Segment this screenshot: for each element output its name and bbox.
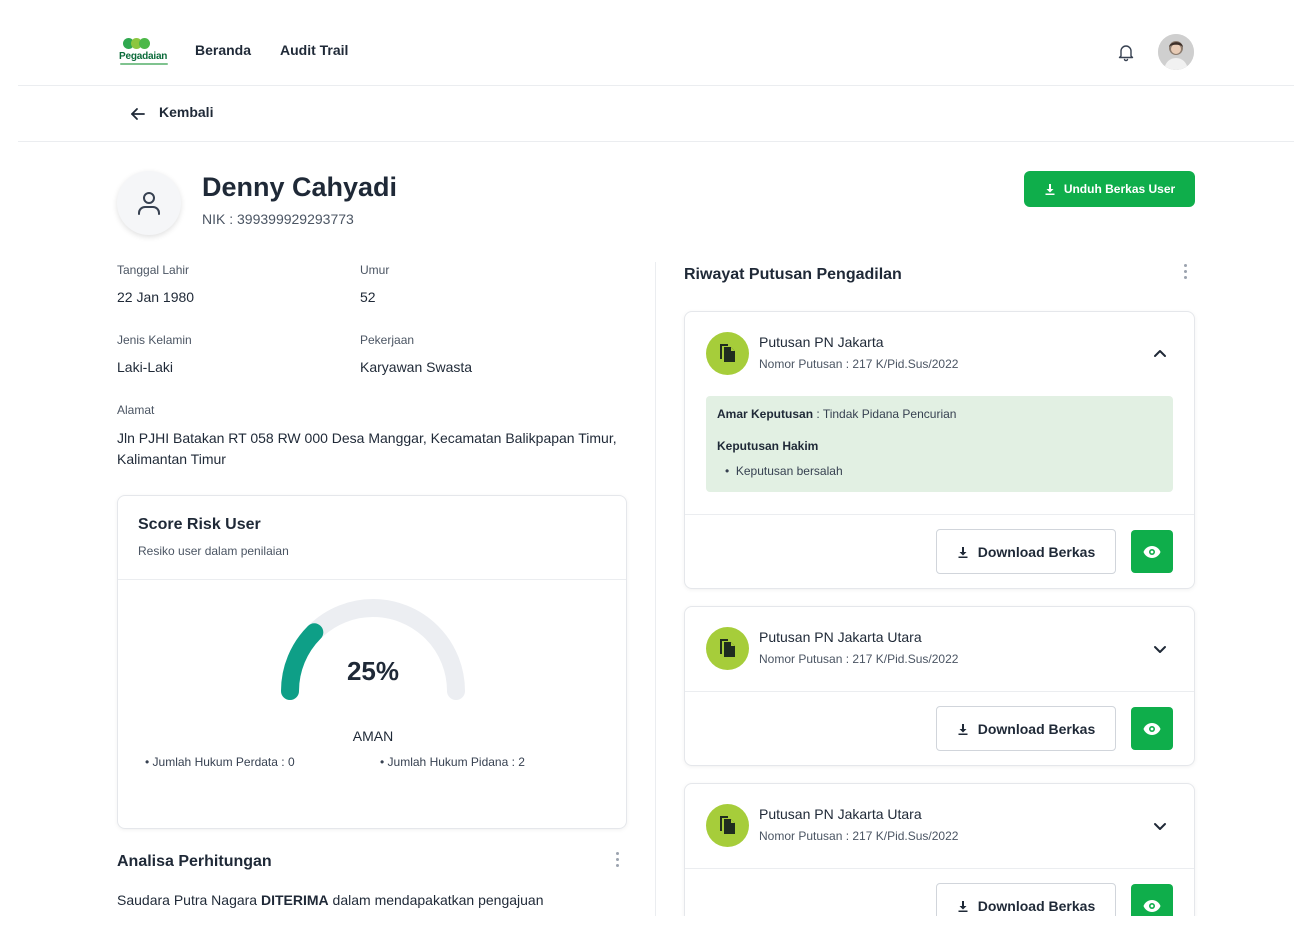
logo-tagline: [120, 63, 168, 65]
column-divider: [655, 262, 656, 922]
case-card: Putusan PN Jakarta Utara Nomor Putusan :…: [684, 606, 1195, 766]
document-icon: [706, 627, 749, 670]
amar-value: : Tindak Pidana Pencurian: [813, 407, 957, 421]
case-number: Nomor Putusan : 217 K/Pid.Sus/2022: [759, 357, 959, 371]
analisa-text-suffix: dalam mendapakatkan pengajuan: [328, 892, 544, 908]
age-value: 52: [360, 289, 376, 305]
birth-date-label: Tanggal Lahir: [117, 263, 190, 277]
unduh-berkas-user-label: Unduh Berkas User: [1063, 182, 1176, 196]
riwayat-title: Riwayat Putusan Pengadilan: [684, 266, 902, 283]
case-divider: [685, 691, 1194, 692]
eye-icon: [1143, 545, 1161, 558]
download-icon: [958, 723, 968, 735]
risk-gauge: [281, 599, 465, 700]
case-title: Putusan PN Jakarta: [759, 334, 884, 350]
eye-icon: [1143, 722, 1161, 735]
eye-icon: [1143, 899, 1161, 912]
chevron-up-icon[interactable]: [1152, 346, 1168, 362]
download-icon: [958, 900, 968, 912]
back-bar: Kembali: [18, 86, 1294, 142]
keputusan-hakim-item: • Keputusan bersalah: [725, 464, 843, 478]
top-navbar: Pegadaian Beranda Audit Trail: [18, 0, 1294, 86]
view-button[interactable]: [1131, 530, 1173, 573]
gender-label: Jenis Kelamin: [117, 333, 192, 347]
download-berkas-button[interactable]: Download Berkas: [936, 706, 1116, 751]
analisa-text-prefix: Saudara Putra Nagara: [117, 892, 261, 908]
unduh-berkas-user-button[interactable]: Unduh Berkas User: [1024, 171, 1195, 207]
gender-value: Laki-Laki: [117, 359, 174, 375]
case-divider: [685, 514, 1194, 515]
case-number: Nomor Putusan : 217 K/Pid.Sus/2022: [759, 652, 959, 666]
download-berkas-label: Download Berkas: [977, 897, 1096, 914]
case-title: Putusan PN Jakarta Utara: [759, 806, 922, 822]
score-subtitle: Resiko user dalam penilaian: [138, 544, 289, 558]
analisa-text: Saudara Putra Nagara DITERIMA dalam mend…: [117, 892, 617, 908]
riwayat-more-icon[interactable]: [1184, 264, 1188, 280]
case-title: Putusan PN Jakarta Utara: [759, 629, 922, 645]
chevron-down-icon[interactable]: [1152, 818, 1168, 834]
case-card: Putusan PN Jakarta Nomor Putusan : 217 K…: [684, 311, 1195, 589]
score-risk-card: Score Risk User Resiko user dalam penila…: [117, 495, 627, 829]
age-label: Umur: [360, 263, 390, 277]
arrow-left-icon[interactable]: [128, 104, 148, 124]
birth-date-value: 22 Jan 1980: [117, 289, 195, 305]
download-berkas-label: Download Berkas: [977, 720, 1096, 737]
pegadaian-logo[interactable]: Pegadaian: [119, 38, 171, 66]
gauge-fill: [281, 623, 324, 700]
keputusan-hakim-text: Keputusan bersalah: [735, 464, 843, 478]
score-title: Score Risk User: [138, 516, 261, 533]
address-label: Alamat: [117, 403, 155, 417]
profile-name: Denny Cahyadi: [202, 172, 398, 202]
analisa-more-icon[interactable]: [616, 852, 620, 868]
analisa-title: Analisa Perhitungan: [117, 853, 272, 870]
job-value: Karyawan Swasta: [360, 359, 473, 375]
user-icon: [138, 192, 160, 215]
profile-nik: NIK : 399399929293773: [202, 211, 354, 227]
address-value: Jln PJHI Batakan RT 058 RW 000 Desa Mang…: [117, 430, 617, 467]
document-icon: [706, 332, 749, 375]
pidana-text: Jumlah Hukum Pidana : 2: [387, 755, 525, 769]
amar-keputusan: Amar Keputusan : Tindak Pidana Pencurian: [717, 407, 956, 421]
perdata-text: Jumlah Hukum Perdata : 0: [152, 755, 295, 769]
download-berkas-button[interactable]: Download Berkas: [936, 529, 1116, 574]
download-berkas-label: Download Berkas: [977, 543, 1096, 560]
logo-text: Pegadaian: [119, 51, 168, 62]
decision-box: Amar Keputusan : Tindak Pidana Pencurian…: [706, 396, 1173, 492]
back-link[interactable]: Kembali: [159, 104, 214, 120]
download-icon: [958, 546, 968, 558]
document-icon: [706, 804, 749, 847]
bell-icon[interactable]: [1116, 42, 1136, 62]
gauge-value: 25%: [346, 656, 400, 686]
case-card: Putusan PN Jakarta Utara Nomor Putusan :…: [684, 783, 1195, 936]
logo-mark: [123, 38, 150, 50]
nav-audit-trail[interactable]: Audit Trail: [280, 42, 349, 58]
job-label: Pekerjaan: [360, 333, 415, 347]
download-icon: [1045, 184, 1055, 195]
nav-beranda[interactable]: Beranda: [195, 42, 252, 58]
score-status: AMAN: [352, 728, 394, 744]
case-number: Nomor Putusan : 217 K/Pid.Sus/2022: [759, 829, 959, 843]
profile-avatar: [117, 171, 181, 235]
analisa-text-bold: DITERIMA: [260, 892, 329, 908]
chevron-down-icon[interactable]: [1152, 641, 1168, 657]
perdata-count: • Jumlah Hukum Perdata : 0: [145, 755, 295, 769]
viewport-edge: [0, 916, 1312, 936]
keputusan-hakim-label: Keputusan Hakim: [717, 439, 819, 453]
amar-label: Amar Keputusan: [717, 407, 814, 421]
view-button[interactable]: [1131, 707, 1173, 750]
user-avatar[interactable]: [1158, 34, 1194, 70]
case-divider: [685, 868, 1194, 869]
score-divider: [118, 579, 626, 580]
pidana-count: • Jumlah Hukum Pidana : 2: [380, 755, 525, 769]
